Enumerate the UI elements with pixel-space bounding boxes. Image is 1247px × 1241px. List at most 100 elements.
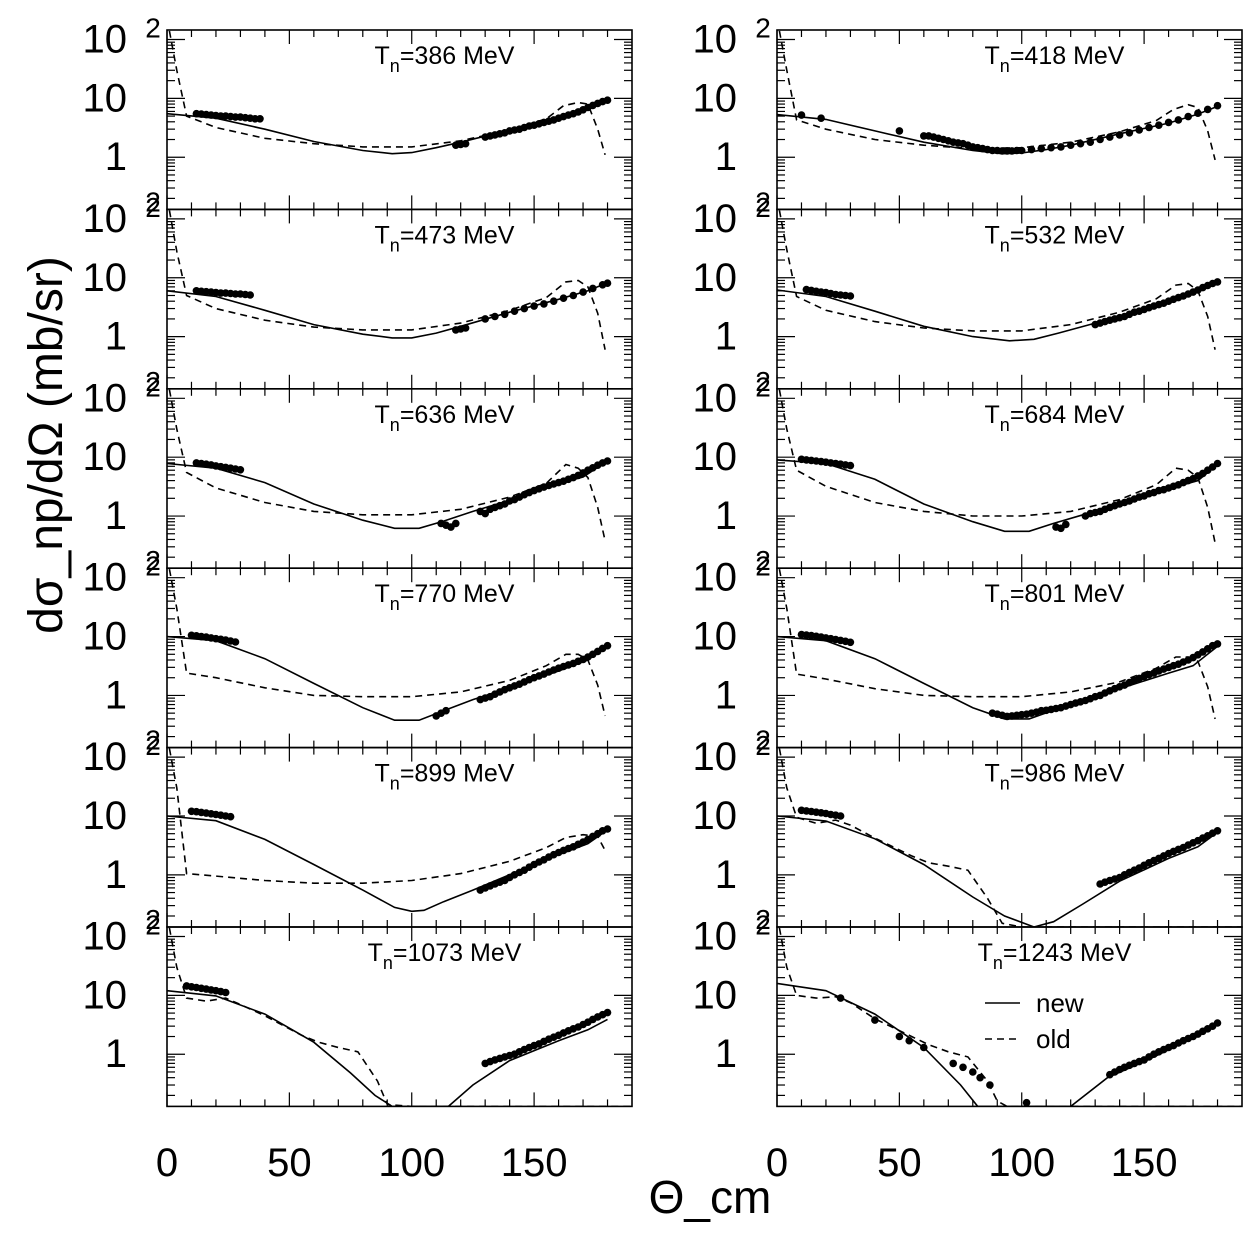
y-tick-label: 10	[693, 794, 738, 838]
y-tick-label-exponent: 2	[145, 186, 161, 217]
data-point	[520, 304, 529, 313]
data-point	[1213, 640, 1222, 648]
y-tick-label: 10	[693, 76, 738, 120]
data-point	[1135, 126, 1143, 134]
y-tick-label-exponent: 2	[145, 192, 161, 223]
series-old-line	[168, 30, 606, 156]
plot-area	[777, 748, 1242, 927]
data-point	[1213, 1019, 1222, 1027]
data-point	[1057, 143, 1065, 151]
data-point	[559, 294, 568, 303]
y-axis-label-text: dσ_np/dΩ (mb/sr)	[20, 256, 73, 634]
y-tick-label: 1	[105, 494, 127, 538]
data-point	[1213, 101, 1222, 110]
data-point	[1096, 135, 1104, 144]
y-tick-label-exponent: 2	[755, 12, 771, 43]
data-point	[1017, 146, 1026, 155]
legend: new old	[985, 988, 1084, 1054]
y-tick-label: 1	[105, 135, 127, 179]
plot-area	[167, 748, 612, 913]
y-tick-label: 10	[83, 794, 128, 838]
plot-area	[777, 30, 1222, 161]
energy-label: Tn=386 MeV	[375, 42, 515, 76]
data-point	[1174, 116, 1183, 124]
plot-area	[167, 30, 612, 156]
data-point	[976, 1073, 984, 1082]
energy-label: Tn=1243 MeV	[978, 939, 1132, 973]
y-tick-label: 1	[105, 673, 127, 717]
series-new-line	[167, 989, 608, 1107]
y-tick-label: 10	[693, 973, 738, 1017]
panel-1073: 10 2 10 1 Tn=1073 MeV 0 50 100 150	[83, 909, 633, 1185]
y-tick-label-exponent: 2	[145, 12, 161, 43]
data-point	[530, 302, 538, 310]
y-tick-label: 10	[693, 197, 738, 241]
data-point	[836, 994, 845, 1002]
data-point	[959, 1063, 967, 1072]
y-tick-label-exponent: 2	[145, 730, 161, 761]
data-point	[871, 1016, 879, 1024]
data-point	[236, 466, 245, 474]
data-point	[920, 1043, 928, 1052]
y-tick-label-exponent: 2	[145, 725, 161, 756]
data-point	[1213, 278, 1222, 286]
energy-label: Tn=899 MeV	[375, 760, 515, 794]
y-tick-label-exponent: 2	[755, 551, 771, 582]
data-point	[797, 111, 806, 119]
y-tick-label-exponent: 2	[755, 192, 771, 223]
y-tick-label-exponent: 2	[755, 904, 771, 935]
data-point	[1184, 112, 1192, 121]
data-point	[969, 1068, 977, 1076]
plot-area	[167, 389, 612, 541]
series-old-line	[168, 748, 606, 884]
data-point	[817, 114, 825, 122]
data-point	[1203, 105, 1212, 114]
x-tick-label: 150	[501, 1141, 568, 1185]
plot-area	[777, 927, 1242, 1107]
data-point	[603, 96, 612, 104]
data-point	[1106, 133, 1114, 141]
data-point	[603, 457, 612, 465]
data-point	[603, 641, 612, 650]
data-point	[461, 139, 470, 148]
data-point	[452, 519, 460, 528]
data-point	[836, 812, 845, 820]
y-tick-label: 10	[83, 914, 128, 958]
y-tick-label-exponent: 2	[145, 551, 161, 582]
legend-old-label: old	[1036, 1024, 1071, 1054]
x-tick-label: 50	[267, 1141, 312, 1185]
data-point	[246, 291, 254, 299]
series-old-line	[168, 210, 606, 350]
data-point	[1115, 131, 1124, 139]
x-tick-label: 100	[378, 1141, 445, 1185]
x-tick-label: 100	[988, 1141, 1055, 1185]
series-old-line	[168, 927, 632, 1107]
data-point	[226, 812, 235, 821]
data-point	[1066, 141, 1075, 149]
series-old-line	[778, 568, 1216, 720]
plot-area	[167, 568, 612, 721]
series-old-line	[778, 389, 1216, 544]
y-tick-label-exponent: 2	[755, 730, 771, 761]
data-point	[603, 825, 612, 833]
plot-area	[777, 568, 1222, 721]
x-tick-label: 0	[766, 1141, 788, 1185]
series-new-line	[777, 635, 1218, 720]
y-tick-label: 1	[105, 853, 127, 897]
plot-area	[167, 927, 632, 1107]
y-tick-label: 10	[693, 615, 738, 659]
energy-label: Tn=418 MeV	[985, 42, 1125, 76]
y-tick-label: 1	[715, 315, 737, 359]
data-point	[1022, 1098, 1031, 1107]
data-point	[1194, 109, 1202, 117]
data-point	[1145, 123, 1153, 132]
data-point	[986, 1081, 994, 1089]
x-tick-label: 50	[877, 1141, 922, 1185]
